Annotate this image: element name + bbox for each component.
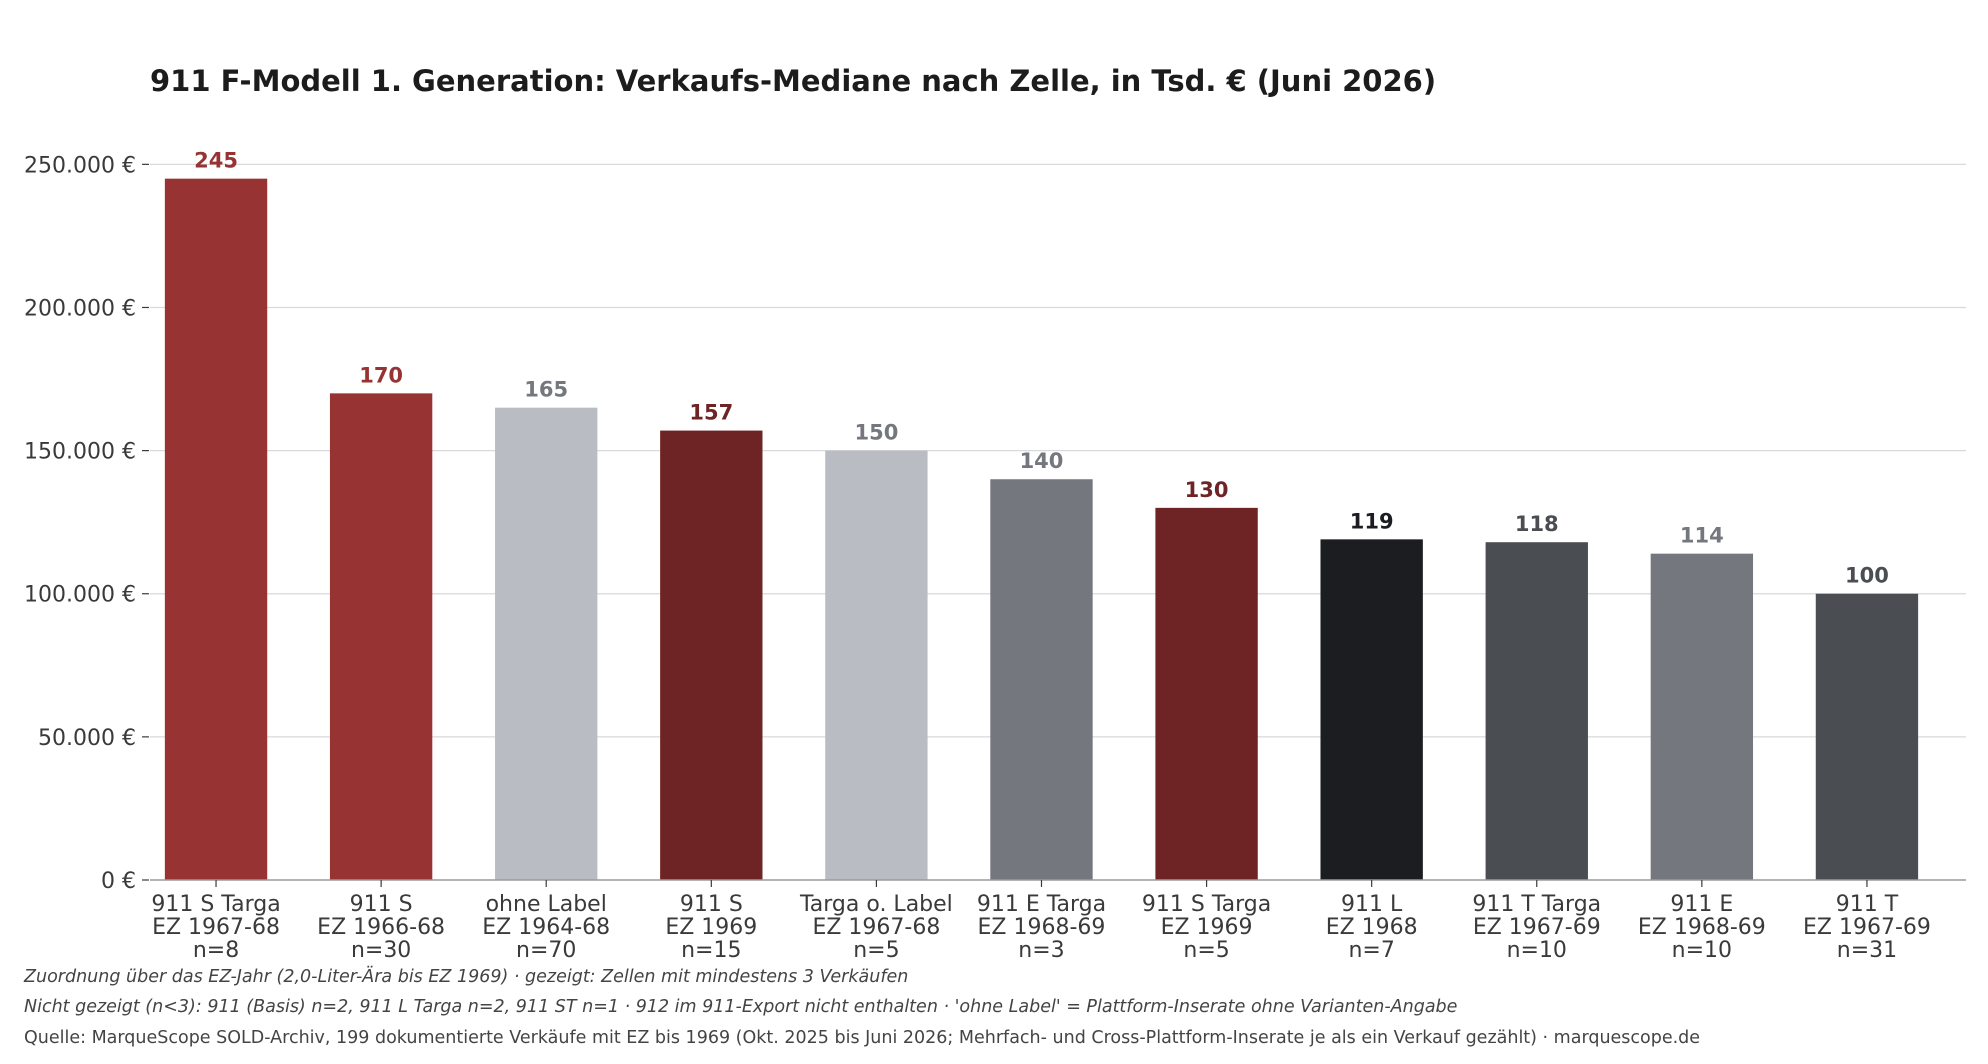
bar-value-label: 165 [524, 378, 568, 402]
x-category-label: 911 S Targa [151, 892, 280, 917]
bars: 245 170 165 157 150 140 130 119 118 114 100 [164, 149, 1919, 880]
bar-value-label: 130 [1185, 478, 1229, 502]
x-category-label: EZ 1967-68 [152, 915, 280, 940]
x-category-label: Targa o. Label [799, 892, 953, 917]
x-category-label: 911 L [1341, 892, 1403, 917]
y-tick-label: 50.000 € [38, 726, 136, 751]
x-category-label: EZ 1969 [665, 915, 757, 940]
bar [1155, 507, 1258, 880]
bar-value-label: 150 [854, 421, 898, 445]
y-tick-label: 250.000 € [24, 153, 136, 178]
y-tick-label: 200.000 € [24, 296, 136, 321]
bar [1320, 539, 1423, 880]
bar [329, 393, 433, 880]
bar-value-label: 119 [1350, 509, 1394, 533]
x-category-label: n=7 [1348, 938, 1394, 963]
x-category-label: EZ 1964-68 [482, 915, 610, 940]
x-category-label: n=10 [1672, 938, 1732, 963]
x-category-label: EZ 1967-69 [1803, 915, 1931, 940]
x-category-label: 911 T Targa [1472, 892, 1601, 917]
footnote-assignment: Zuordnung über das EZ-Jahr (2,0-Liter-Är… [24, 967, 909, 987]
x-category-label: ohne Label [486, 892, 607, 917]
bar [495, 407, 598, 880]
source-note: Quelle: MarqueScope SOLD-Archiv, 199 dok… [24, 1028, 1701, 1048]
x-category-label: n=30 [351, 938, 411, 963]
bar-value-label: 245 [194, 149, 238, 173]
y-tick-label: 0 € [101, 869, 136, 894]
bar [990, 479, 1093, 880]
bar [164, 178, 268, 880]
x-category-label: EZ 1967-69 [1473, 915, 1601, 940]
y-axis: 0 € 50.000 € 100.000 € 150.000 € 200.000 € 25… [24, 153, 149, 894]
x-category-label: EZ 1968 [1326, 915, 1418, 940]
x-category-label: 911 T [1836, 892, 1899, 917]
x-category-label: 911 S [680, 892, 743, 917]
x-category-label: n=3 [1018, 938, 1064, 963]
x-category-label: EZ 1968-69 [978, 915, 1106, 940]
bar-value-label: 114 [1680, 524, 1724, 548]
x-category-label: n=8 [193, 938, 239, 963]
bar [1650, 553, 1754, 880]
x-category-label: n=10 [1507, 938, 1567, 963]
bar [1815, 593, 1919, 880]
bar [660, 430, 763, 880]
x-category-label: 911 E [1670, 892, 1733, 917]
x-category-label: n=5 [1183, 938, 1229, 963]
x-category-label: 911 S [350, 892, 413, 917]
bar-value-label: 170 [359, 363, 403, 387]
x-category-label: n=15 [681, 938, 741, 963]
footnote-not-shown: Nicht gezeigt (n<3): 911 (Basis) n=2, 91… [24, 997, 1458, 1017]
x-category-label: 911 E Targa [977, 892, 1106, 917]
y-tick-label: 150.000 € [24, 440, 136, 465]
bar-value-label: 140 [1020, 449, 1064, 473]
x-category-label: n=5 [853, 938, 899, 963]
x-category-label: n=70 [516, 938, 576, 963]
bar [825, 450, 928, 880]
x-category-label: EZ 1966-68 [317, 915, 445, 940]
bar [1485, 542, 1588, 880]
chart-title: 911 F-Modell 1. Generation: Verkaufs-Med… [150, 64, 1436, 98]
x-category-label: n=31 [1837, 938, 1897, 963]
x-category-label: EZ 1969 [1161, 915, 1253, 940]
bar-value-label: 157 [689, 401, 733, 425]
x-category-label: 911 S Targa [1142, 892, 1271, 917]
y-tick-label: 100.000 € [24, 583, 136, 608]
x-category-label: EZ 1968-69 [1638, 915, 1766, 940]
bar-value-label: 100 [1845, 564, 1889, 588]
bar-value-label: 118 [1515, 512, 1559, 536]
x-category-label: EZ 1967-68 [812, 915, 940, 940]
